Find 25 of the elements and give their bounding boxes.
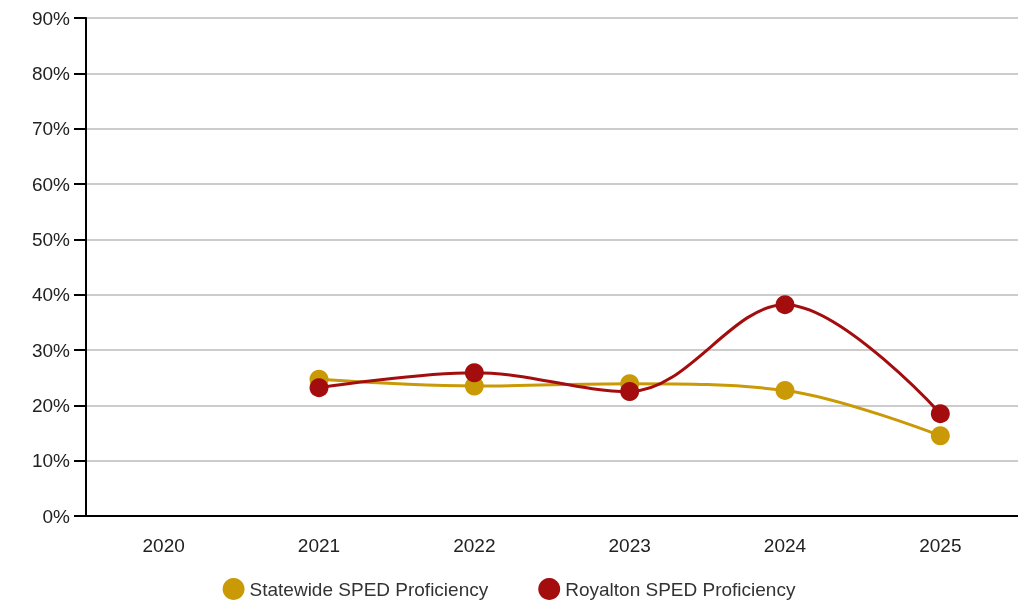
point — [620, 382, 640, 401]
y-tick-label: 10% — [31, 450, 71, 472]
y-tick-label: 30% — [31, 339, 71, 361]
y-tick-label: 60% — [31, 173, 71, 195]
y-tick-label: 90% — [31, 7, 71, 29]
y-tick-label: 20% — [31, 394, 71, 416]
point — [464, 363, 484, 383]
point — [309, 378, 329, 398]
legend-label: Statewide SPED Proficiency — [249, 578, 489, 600]
y-tick-label: 50% — [31, 228, 71, 250]
point — [930, 426, 950, 446]
point — [930, 404, 950, 424]
x-tick-label: 2023 — [608, 535, 651, 556]
y-tick-label: 80% — [31, 62, 71, 84]
point — [775, 295, 795, 315]
x-tick-label: 2020 — [142, 535, 185, 556]
x-tick-label: 2024 — [763, 535, 807, 556]
y-tick-label: 40% — [31, 284, 71, 306]
x-tick-label: 2021 — [297, 535, 341, 556]
point — [775, 380, 795, 400]
x-tick-label: 2025 — [919, 535, 962, 556]
y-tick-label: 0% — [42, 505, 71, 527]
legend-label: Royalton SPED Proficiency — [565, 578, 796, 600]
x-tick-label: 2022 — [453, 535, 496, 556]
y-tick-label: 70% — [31, 118, 71, 140]
